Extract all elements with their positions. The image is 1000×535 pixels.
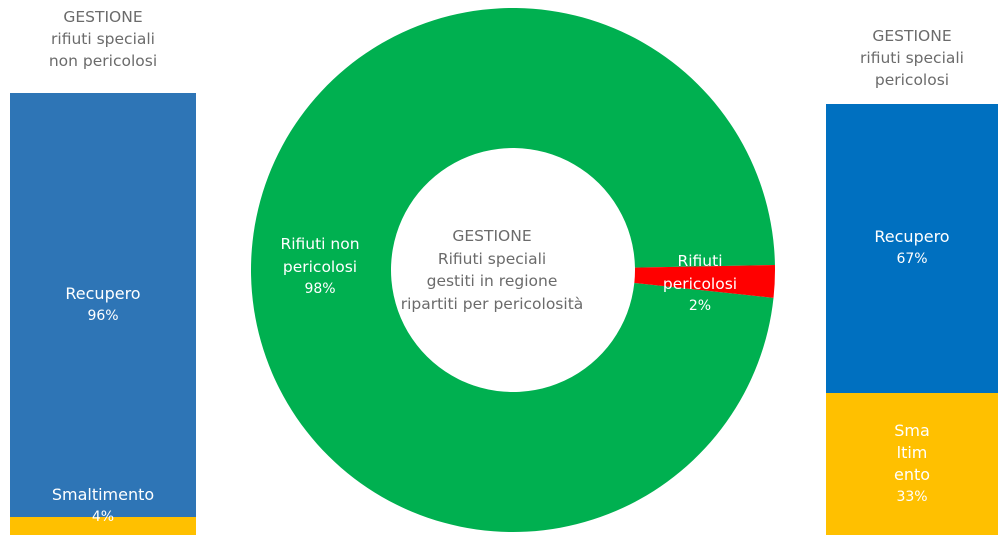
donut-label-line: pericolosi [282,257,358,276]
donut-label-line: Rifiuti [677,252,723,270]
bar-value-label: 33% [896,488,928,505]
center-text-line: ripartiti per pericolosità [400,294,584,313]
center-text-line: Rifiuti speciali [437,249,547,268]
slice-non-pericolosi [250,8,775,533]
donut-value-label: 98% [304,281,336,297]
bar-category-label: Sma [894,420,930,440]
right-title-line: pericolosi [874,71,950,89]
slice-pericolosi [634,264,775,298]
bar-value-label: 4% [91,509,115,525]
donut-label-non-pericolosi: Rifiuti non pericolosi 98% [256,233,384,301]
bar-category-label: Smaltimento [51,485,155,504]
left-stacked-bar: Recupero 96% Smaltimento 4% [10,93,196,535]
bar-label-recupero: Recupero 67% [826,226,998,270]
bar-value-label: 96% [87,308,119,325]
bar-segment-smaltimento [10,517,196,535]
bar-label-recupero: Recupero 96% [10,283,196,327]
bar-segment-recupero [826,104,998,393]
bar-label-sma-ltim-ento: Sma ltim ento 33% [826,420,998,508]
bar-category-label: Recupero [65,284,141,304]
center-text-line: GESTIONE [452,227,532,245]
left-title-line: non pericolosi [48,52,158,70]
bar-segment-recupero [10,93,196,518]
right-title-line: GESTIONE [872,27,952,45]
bar-label-smaltimento: Smaltimento 4% [10,484,196,528]
donut-value-label: 2% [688,298,712,314]
right-stacked-bar: Recupero 67% Sma ltim ento 33% [826,104,998,535]
right-title-line: rifiuti speciali [860,49,964,67]
bar-category-label: Recupero [874,227,950,247]
bar-segment-sma-ltim-ento [826,392,998,535]
donut-center-text: GESTIONE Rifiuti speciali gestiti in reg… [392,225,592,315]
left-title-line: GESTIONE [63,8,143,26]
donut-label-pericolosi: Rifiuti pericolosi 2% [640,250,760,318]
left-chart-title: GESTIONE rifiuti speciali non pericolosi [10,6,196,72]
donut-label-line: Rifiuti non [280,235,360,253]
donut-label-line: pericolosi [662,274,738,293]
right-chart-title: GESTIONE rifiuti speciali pericolosi [826,25,998,91]
bar-value-label: 67% [896,251,928,268]
center-text-line: gestiti in regione [426,272,558,290]
bar-category-label: ento [893,464,931,484]
bar-category-label: ltim [896,442,928,462]
left-title-line: rifiuti speciali [51,30,155,48]
